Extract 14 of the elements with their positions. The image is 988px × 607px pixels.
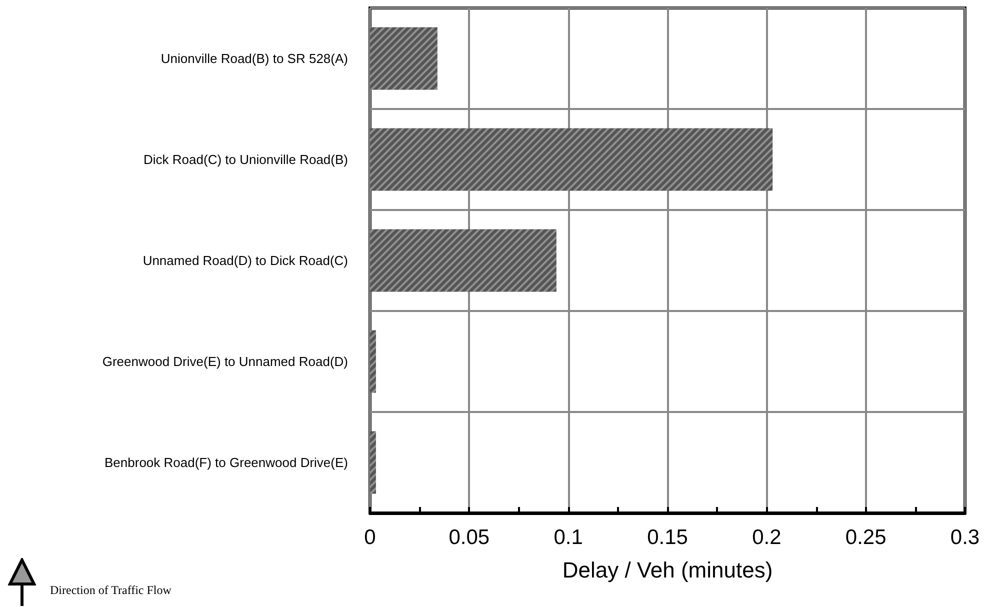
y-tick-label: Dick Road(C) to Unionville Road(B) xyxy=(144,152,348,167)
x-tick-label: 0.3 xyxy=(950,526,980,549)
x-tick-label: 0.05 xyxy=(448,526,490,549)
x-tick-label: 0.25 xyxy=(845,526,886,549)
y-tick-label: Benbrook Road(F) to Greenwood Drive(E) xyxy=(104,455,348,470)
x-tick-label: 0.15 xyxy=(647,526,688,549)
text: Direction of Traffic Flow xyxy=(50,583,172,597)
x-tick-label: 0 xyxy=(364,526,376,549)
y-tick-label: Unnamed Road(D) to Dick Road(C) xyxy=(142,253,348,268)
x-tick-label: 0.2 xyxy=(752,526,782,549)
y-tick-label: Unionville Road(B) to SR 528(A) xyxy=(160,51,348,66)
y-tick-label: Greenwood Drive(E) to Unnamed Road(D) xyxy=(102,354,348,369)
x-axis-title: Delay / Veh (minutes) xyxy=(562,558,773,582)
x-tick-label: 0.1 xyxy=(554,526,583,549)
